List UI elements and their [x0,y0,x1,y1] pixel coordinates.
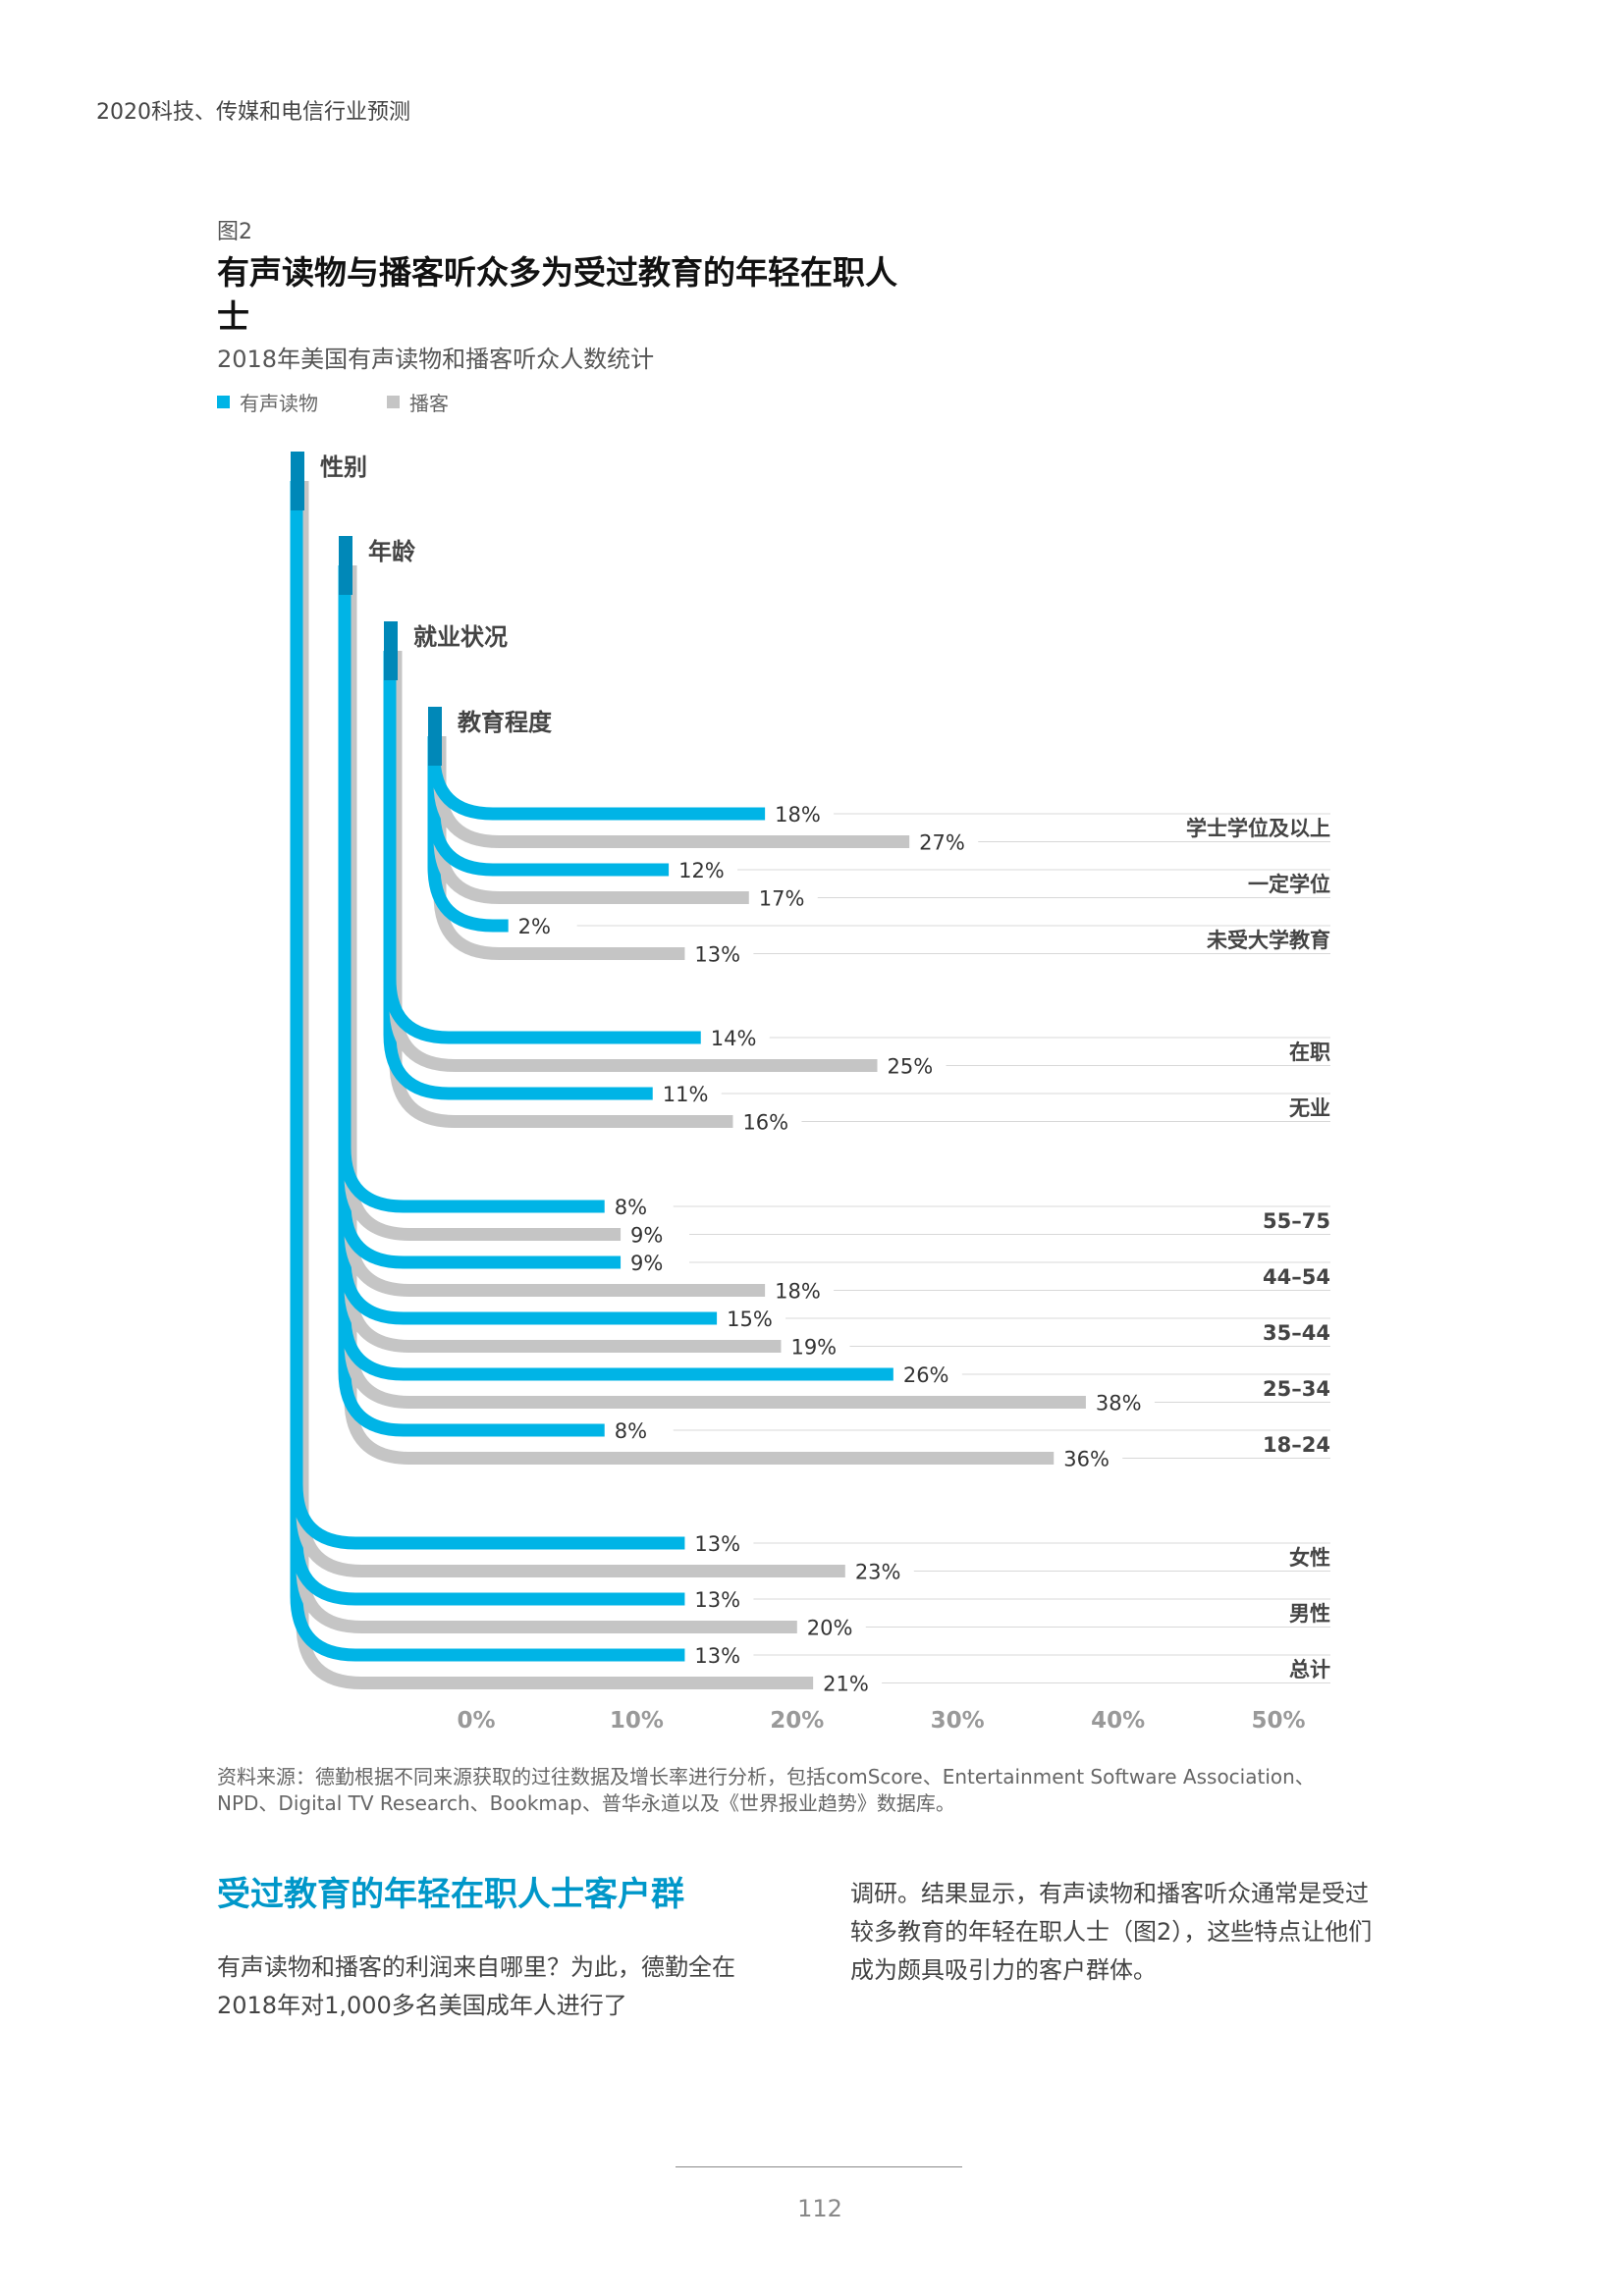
data-label: 20% [807,1617,853,1640]
podcast-bar [296,481,814,1689]
group-stem [339,536,352,595]
category-label: 男性 [1289,1602,1330,1626]
category-label: 无业 [1289,1096,1330,1120]
group-title: 年龄 [368,538,416,565]
legend-label-audiobook: 有声读物 [240,392,318,415]
category-label: 25–34 [1263,1377,1330,1401]
body-paragraph-left: 有声读物和播客的利润来自哪里？为此，德勤全在2018年对1,000多名美国成年人… [217,1953,735,2019]
data-label: 13% [694,1588,740,1612]
category-label: 在职 [1289,1041,1330,1064]
data-label: 16% [742,1111,788,1135]
podcast-bar [389,651,733,1128]
audiobook-bar [290,481,685,1550]
legend-swatch-podcast [387,396,400,408]
data-label: 23% [855,1561,901,1584]
data-label: 36% [1063,1448,1110,1471]
data-label: 26% [903,1363,949,1387]
podcast-bar [433,736,910,848]
legend-swatch-audiobook [217,396,230,408]
category-label: 总计 [1289,1658,1330,1682]
chart-title: 有声读物与播客听众多为受过教育的年轻在职人士 [217,253,897,336]
podcast-bar [344,565,766,1297]
x-tick-label: 30% [931,1708,985,1734]
group-title: 性别 [320,454,367,481]
data-label: 13% [694,1644,740,1668]
data-label: 27% [919,831,965,855]
x-tick-label: 20% [770,1708,824,1734]
source-line-1: 资料来源：德勤根据不同来源获取的过往数据及增长率进行分析，包括comScore、… [217,1765,1315,1789]
category-label: 35–44 [1263,1321,1330,1345]
category-label: 未受大学教育 [1207,929,1330,952]
audiobook-bar [383,651,701,1044]
audiobook-bar [427,736,670,877]
group-stem [384,621,398,680]
data-label: 18% [775,1280,821,1304]
data-label: 38% [1096,1392,1142,1415]
chart-subtitle: 2018年美国有声读物和播客听众人数统计 [217,346,655,373]
category-label: 44–54 [1263,1265,1330,1289]
data-label: 2% [518,915,551,938]
category-label: 55–75 [1263,1209,1330,1233]
data-label: 18% [775,803,821,827]
data-label: 25% [888,1055,934,1079]
category-label: 学士学位及以上 [1186,817,1330,840]
data-label: 8% [615,1419,647,1443]
x-tick-label: 50% [1251,1708,1305,1734]
document-header-title: 2020科技、传媒和电信行业预测 [96,100,410,125]
audiobook-bar [338,565,605,1213]
data-label: 21% [823,1673,869,1696]
legend-item-audiobook: 有声读物 [217,388,318,416]
data-label: 9% [630,1224,663,1248]
audiobook-bar [290,481,685,1606]
data-label: 17% [759,887,805,911]
data-label: 13% [694,1532,740,1556]
data-label: 12% [678,859,725,882]
audiobook-bar [338,565,622,1269]
podcast-bar [344,565,1086,1409]
x-tick-label: 10% [610,1708,664,1734]
category-label: 18–24 [1263,1433,1330,1457]
audiobook-bar [427,736,766,821]
legend-item-podcast: 播客 [387,388,449,416]
audiobook-bar [338,565,893,1381]
x-tick-label: 40% [1091,1708,1145,1734]
footer-divider [676,2166,962,2167]
audiobook-bar [338,565,605,1437]
group-title: 教育程度 [458,709,553,736]
group-title: 就业状况 [413,623,508,651]
body-paragraph-right: 调研。结果显示，有声读物和播客听众通常是受过较多教育的年轻在职人士（图2），这些… [850,1880,1373,1984]
category-label: 一定学位 [1248,873,1330,896]
page-number: 112 [797,2195,842,2222]
legend-label-podcast: 播客 [409,392,449,415]
audiobook-bar [290,481,685,1662]
audiobook-bar [383,651,653,1100]
group-stem [428,707,442,766]
data-label: 15% [727,1308,773,1331]
data-label: 13% [694,943,740,967]
data-label: 14% [711,1027,757,1050]
section-heading: 受过教育的年轻在职人士客户群 [217,1875,684,1914]
audiobook-bar [338,565,718,1325]
source-line-2: NPD、Digital TV Research、Bookmap、普华永道以及《世… [217,1791,955,1815]
data-label: 19% [790,1336,837,1360]
data-label: 9% [630,1252,663,1275]
chart-svg: 13% 21% 总计 13% 20% 男性 13% 23% 女性 8% 36% 18–24 26% 38%… [290,452,1330,1734]
figure-label: 图2 [217,220,252,244]
category-label: 女性 [1289,1546,1330,1570]
audiobook-bar [427,736,509,933]
group-stem [291,452,304,510]
x-tick-label: 0% [457,1708,495,1734]
source-note: 资料来源：德勤根据不同来源获取的过往数据及增长率进行分析，包括comScore、… [217,1764,1395,1817]
data-label: 8% [615,1196,647,1219]
data-label: 11% [663,1083,709,1106]
